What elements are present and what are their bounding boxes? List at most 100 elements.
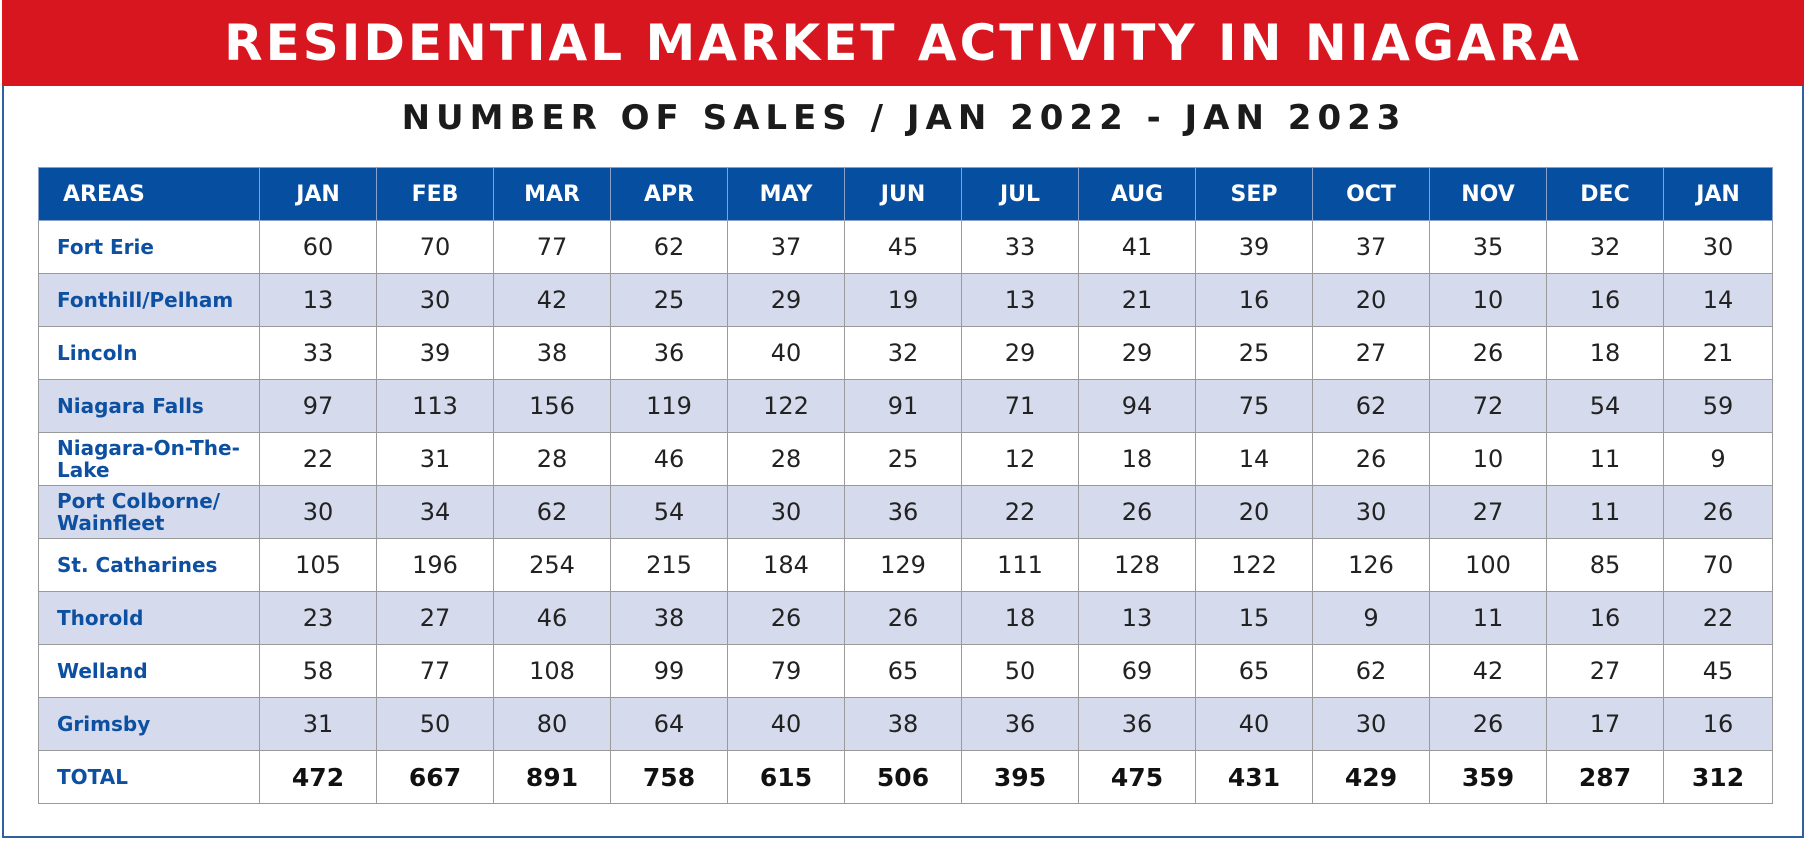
sales-cell: 65 [1195,644,1313,698]
total-cell: 667 [376,750,494,804]
month-column-header: OCT [1312,167,1430,221]
sales-cell: 36 [1078,697,1196,751]
sales-cell: 28 [493,432,611,486]
sales-cell: 20 [1312,273,1430,327]
area-name: Grimsby [38,697,260,751]
sales-cell: 26 [1078,485,1196,539]
areas-column-header: AREAS [38,167,260,221]
area-name: Welland [38,644,260,698]
total-cell: 431 [1195,750,1313,804]
sales-cell: 14 [1663,273,1773,327]
sales-cell: 33 [259,326,377,380]
sales-cell: 50 [961,644,1079,698]
sales-cell: 62 [1312,379,1430,433]
month-column-header: MAR [493,167,611,221]
sales-cell: 29 [961,326,1079,380]
sales-cell: 10 [1429,273,1547,327]
sales-cell: 13 [961,273,1079,327]
sales-cell: 31 [259,697,377,751]
sales-cell: 54 [610,485,728,539]
sales-cell: 16 [1195,273,1313,327]
sales-cell: 77 [493,220,611,274]
sales-cell: 46 [493,591,611,645]
total-row: TOTAL 472 667 891 758 615 506 395 475 431 429 359 28… [38,750,1773,804]
total-cell: 475 [1078,750,1196,804]
sales-cell: 94 [1078,379,1196,433]
sales-cell: 37 [1312,220,1430,274]
sales-cell: 18 [1546,326,1664,380]
sales-cell: 129 [844,538,962,592]
sales-cell: 39 [376,326,494,380]
sales-cell: 11 [1429,591,1547,645]
sales-cell: 254 [493,538,611,592]
sales-cell: 30 [1312,697,1430,751]
area-name: Niagara-On-The-Lake [38,432,260,486]
total-cell: 287 [1546,750,1664,804]
month-column-header: JAN [1663,167,1773,221]
sales-cell: 22 [961,485,1079,539]
sales-cell: 71 [961,379,1079,433]
header-row: AREAS JAN FEB MAR APR MAY JUN JUL AUG SEP OCT NOV D… [38,167,1773,221]
sales-cell: 10 [1429,432,1547,486]
sales-cell: 41 [1078,220,1196,274]
month-column-header: AUG [1078,167,1196,221]
table-row: Port Colborne/ Wainfleet 30 34 62 54 30 36 22 26… [38,485,1773,539]
total-cell: 891 [493,750,611,804]
page-title: RESIDENTIAL MARKET ACTIVITY IN NIAGARA [224,14,1582,72]
sales-cell: 122 [727,379,845,433]
sales-cell: 19 [844,273,962,327]
sales-cell: 31 [376,432,494,486]
sales-cell: 32 [1546,220,1664,274]
sales-cell: 128 [1078,538,1196,592]
sales-cell: 122 [1195,538,1313,592]
sales-cell: 33 [961,220,1079,274]
sales-cell: 69 [1078,644,1196,698]
sales-cell: 111 [961,538,1079,592]
sales-cell: 59 [1663,379,1773,433]
sales-cell: 26 [844,591,962,645]
month-column-header: JUL [961,167,1079,221]
sales-cell: 25 [610,273,728,327]
sales-cell: 22 [1663,591,1773,645]
sales-cell: 30 [376,273,494,327]
sales-cell: 16 [1546,591,1664,645]
sales-cell: 25 [844,432,962,486]
month-column-header: SEP [1195,167,1313,221]
month-column-header: MAY [727,167,845,221]
sales-cell: 70 [1663,538,1773,592]
sales-cell: 28 [727,432,845,486]
total-cell: 506 [844,750,962,804]
total-cell: 615 [727,750,845,804]
sales-cell: 22 [259,432,377,486]
month-column-header: NOV [1429,167,1547,221]
sales-cell: 29 [727,273,845,327]
sales-cell: 72 [1429,379,1547,433]
sales-cell: 184 [727,538,845,592]
total-cell: 395 [961,750,1079,804]
sales-cell: 45 [1663,644,1773,698]
sales-cell: 11 [1546,432,1664,486]
month-column-header: FEB [376,167,494,221]
sales-cell: 40 [727,326,845,380]
sales-cell: 18 [1078,432,1196,486]
table-row: Niagara Falls 97 113 156 119 122 91 71 94 75 62 72 5… [38,379,1773,433]
sales-cell: 64 [610,697,728,751]
sales-cell: 26 [1663,485,1773,539]
table-row: Fort Erie 60 70 77 62 37 45 33 41 39 37 35 32 30 [38,220,1773,274]
sales-cell: 75 [1195,379,1313,433]
sales-cell: 14 [1195,432,1313,486]
sales-cell: 36 [610,326,728,380]
area-name: Thorold [38,591,260,645]
month-column-header: JAN [259,167,377,221]
sales-cell: 85 [1546,538,1664,592]
table-subtitle: NUMBER OF SALES / JAN 2022 - JAN 2023 [401,98,1407,138]
sales-cell: 42 [493,273,611,327]
sales-cell: 25 [1195,326,1313,380]
sales-cell: 17 [1546,697,1664,751]
sales-cell: 18 [961,591,1079,645]
sales-cell: 60 [259,220,377,274]
sales-cell: 119 [610,379,728,433]
sales-cell: 27 [1312,326,1430,380]
sales-cell: 15 [1195,591,1313,645]
sales-cell: 58 [259,644,377,698]
